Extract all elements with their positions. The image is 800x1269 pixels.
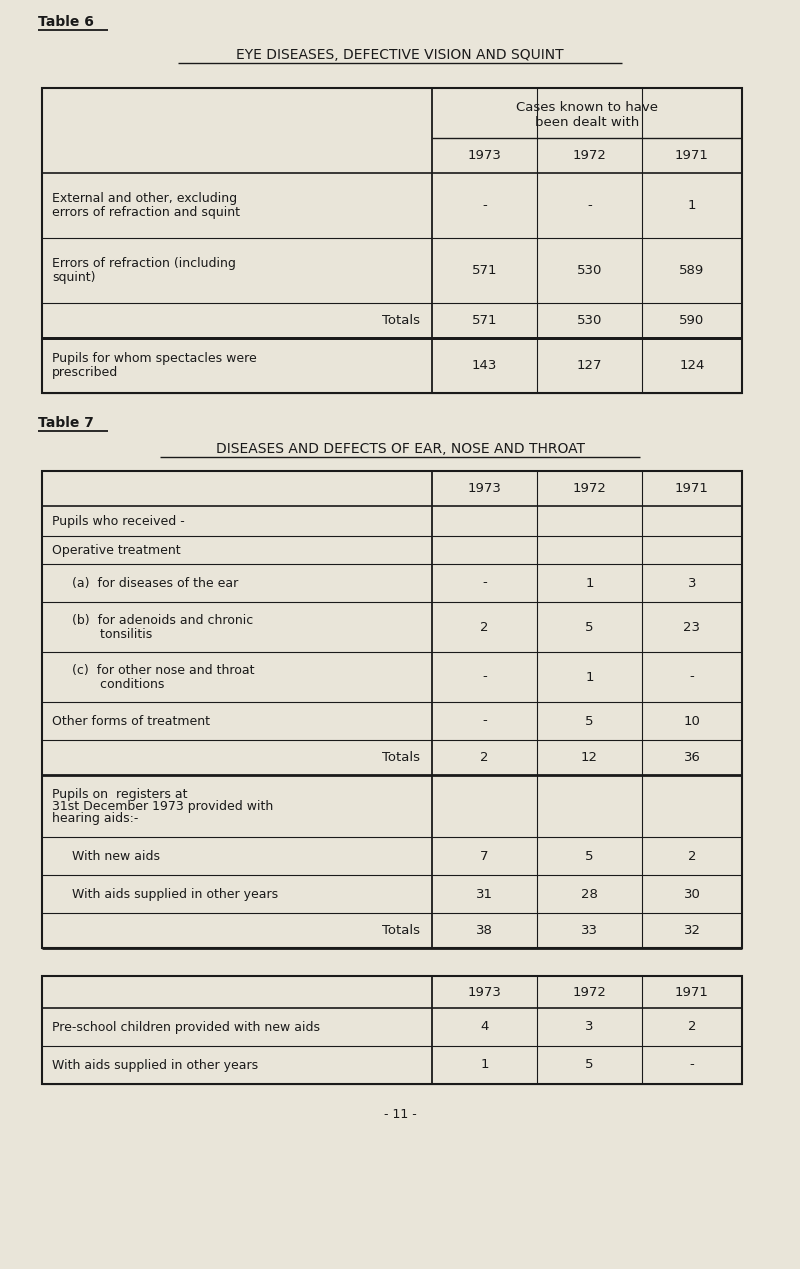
Text: 1971: 1971 xyxy=(675,148,709,162)
Text: -: - xyxy=(482,199,487,212)
Text: (b)  for adenoids and chronic: (b) for adenoids and chronic xyxy=(72,613,254,627)
Text: 2: 2 xyxy=(688,849,696,863)
Text: 4: 4 xyxy=(480,1020,489,1033)
Text: 1: 1 xyxy=(586,670,594,684)
Text: Cases known to have: Cases known to have xyxy=(516,100,658,113)
Text: EYE DISEASES, DEFECTIVE VISION AND SQUINT: EYE DISEASES, DEFECTIVE VISION AND SQUIN… xyxy=(236,48,564,62)
Text: - 11 -: - 11 - xyxy=(384,1108,416,1121)
Text: 1: 1 xyxy=(586,576,594,590)
Text: 1: 1 xyxy=(480,1058,489,1071)
Text: been dealt with: been dealt with xyxy=(535,115,639,128)
Text: 1972: 1972 xyxy=(573,986,606,999)
Text: External and other, excluding: External and other, excluding xyxy=(52,192,237,206)
Text: 1: 1 xyxy=(688,199,696,212)
Text: 124: 124 xyxy=(679,359,705,372)
Text: tonsilitis: tonsilitis xyxy=(72,627,152,641)
Text: hearing aids:-: hearing aids:- xyxy=(52,811,138,825)
Text: 1973: 1973 xyxy=(467,986,502,999)
Text: conditions: conditions xyxy=(72,678,164,690)
Text: 2: 2 xyxy=(480,621,489,633)
Text: 3: 3 xyxy=(688,576,696,590)
Text: Totals: Totals xyxy=(382,313,420,327)
Text: 32: 32 xyxy=(683,924,701,937)
Text: 1972: 1972 xyxy=(573,482,606,495)
Text: -: - xyxy=(690,1058,694,1071)
Text: 530: 530 xyxy=(577,264,602,277)
Text: Table 7: Table 7 xyxy=(38,416,94,430)
Text: (a)  for diseases of the ear: (a) for diseases of the ear xyxy=(72,576,238,590)
Text: 5: 5 xyxy=(586,714,594,727)
Text: 1972: 1972 xyxy=(573,148,606,162)
Text: 30: 30 xyxy=(683,887,701,901)
Text: Pupils who received -: Pupils who received - xyxy=(52,514,185,528)
Text: Pre-school children provided with new aids: Pre-school children provided with new ai… xyxy=(52,1020,320,1033)
Text: 530: 530 xyxy=(577,313,602,327)
Text: 31: 31 xyxy=(476,887,493,901)
Text: 36: 36 xyxy=(683,751,701,764)
Text: 31st December 1973 provided with: 31st December 1973 provided with xyxy=(52,799,274,812)
Text: 590: 590 xyxy=(679,313,705,327)
Text: 1971: 1971 xyxy=(675,482,709,495)
Text: Totals: Totals xyxy=(382,924,420,937)
Bar xyxy=(42,88,742,393)
Text: With new aids: With new aids xyxy=(72,849,160,863)
Text: 5: 5 xyxy=(586,621,594,633)
Text: 12: 12 xyxy=(581,751,598,764)
Text: Table 6: Table 6 xyxy=(38,15,94,29)
Text: 5: 5 xyxy=(586,849,594,863)
Text: -: - xyxy=(690,670,694,684)
Text: squint): squint) xyxy=(52,272,95,284)
Text: 5: 5 xyxy=(586,1058,594,1071)
Text: prescribed: prescribed xyxy=(52,365,118,379)
Text: 1973: 1973 xyxy=(467,148,502,162)
Text: 2: 2 xyxy=(688,1020,696,1033)
Text: -: - xyxy=(587,199,592,212)
Text: Other forms of treatment: Other forms of treatment xyxy=(52,714,210,727)
Text: Pupils on  registers at: Pupils on registers at xyxy=(52,788,187,801)
Text: (c)  for other nose and throat: (c) for other nose and throat xyxy=(72,664,254,676)
Bar xyxy=(42,471,742,948)
Text: -: - xyxy=(482,714,487,727)
Text: 38: 38 xyxy=(476,924,493,937)
Text: -: - xyxy=(482,576,487,590)
Text: 571: 571 xyxy=(472,264,498,277)
Text: Pupils for whom spectacles were: Pupils for whom spectacles were xyxy=(52,352,257,365)
Text: 571: 571 xyxy=(472,313,498,327)
Text: 1971: 1971 xyxy=(675,986,709,999)
Bar xyxy=(42,976,742,1084)
Text: 2: 2 xyxy=(480,751,489,764)
Text: With aids supplied in other years: With aids supplied in other years xyxy=(72,887,278,901)
Text: 23: 23 xyxy=(683,621,701,633)
Text: -: - xyxy=(482,670,487,684)
Text: 127: 127 xyxy=(577,359,602,372)
Text: errors of refraction and squint: errors of refraction and squint xyxy=(52,206,240,220)
Text: 143: 143 xyxy=(472,359,497,372)
Text: 1973: 1973 xyxy=(467,482,502,495)
Text: With aids supplied in other years: With aids supplied in other years xyxy=(52,1058,258,1071)
Text: 10: 10 xyxy=(683,714,701,727)
Text: Operative treatment: Operative treatment xyxy=(52,543,181,557)
Text: 589: 589 xyxy=(679,264,705,277)
Text: DISEASES AND DEFECTS OF EAR, NOSE AND THROAT: DISEASES AND DEFECTS OF EAR, NOSE AND TH… xyxy=(215,442,585,456)
Text: 7: 7 xyxy=(480,849,489,863)
Text: Errors of refraction (including: Errors of refraction (including xyxy=(52,258,236,270)
Text: 3: 3 xyxy=(586,1020,594,1033)
Text: Totals: Totals xyxy=(382,751,420,764)
Text: 28: 28 xyxy=(581,887,598,901)
Text: 33: 33 xyxy=(581,924,598,937)
